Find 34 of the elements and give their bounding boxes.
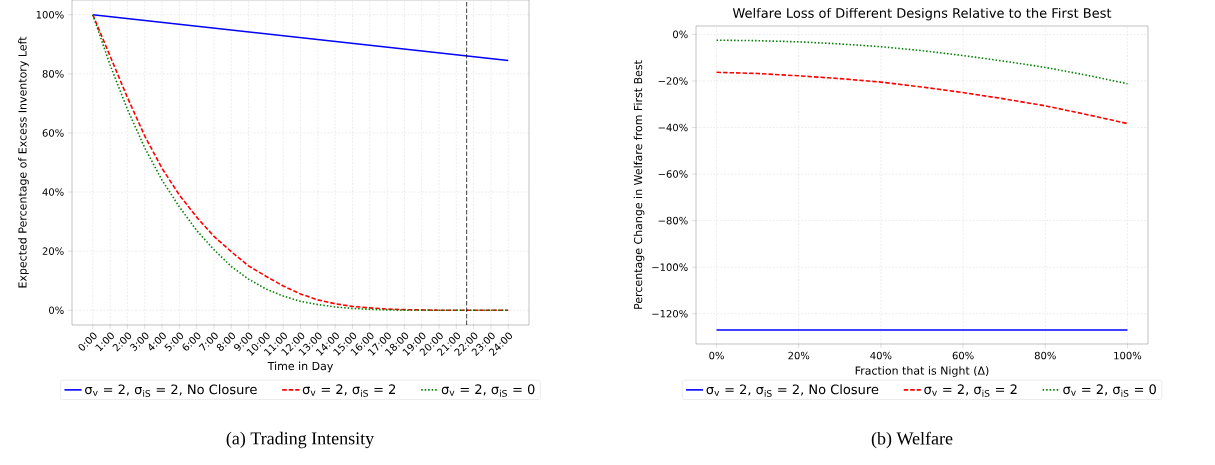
- y-tick-label: 0%: [49, 306, 64, 314]
- text: (a) Trading Intensity: [226, 431, 375, 449]
- x-tick-label: 40%: [870, 351, 892, 360]
- y-tick-label: −120%: [652, 309, 688, 318]
- y-tick-label: 60%: [42, 129, 64, 137]
- y-tick-label: 40%: [42, 188, 64, 196]
- x-tick-label: 20%: [788, 351, 810, 360]
- text: (b) Welfare: [871, 431, 953, 449]
- x-tick-label: 60%: [952, 351, 974, 360]
- legend-label: σ$_{v}$ = 2, σ$_{iS}$ = 2, No Closure: [85, 384, 257, 397]
- y-tick-label: 80%: [42, 70, 64, 78]
- y-tick-label: −40%: [658, 123, 688, 132]
- y-tick-label: −100%: [652, 263, 688, 271]
- x-tick-label: 80%: [1034, 351, 1056, 360]
- y-tick-label: −80%: [658, 216, 688, 225]
- x-tick-label: 100%: [1114, 351, 1142, 360]
- chart-title: Welfare Loss of Different Designs Relative to the First Best: [732, 7, 1112, 21]
- legend-label: σ$_{v}$ = 2, σ$_{iS}$ = 2, No Closure: [706, 384, 879, 397]
- y-tick-label: 20%: [42, 247, 64, 255]
- y-axis-title: Expected Percentage of Excess Inventory Left: [18, 36, 29, 288]
- y-axis-title: Percentage Change in Welfare from First Best: [633, 60, 645, 309]
- y-tick-label: −20%: [658, 77, 688, 85]
- x-axis-title: Time in Day: [267, 361, 334, 373]
- y-tick-label: 0%: [673, 30, 688, 39]
- line-series: [715, 39, 1129, 85]
- legend-label: σ$_{v}$ = 2, σ$_{iS}$ = 2: [302, 384, 396, 397]
- x-axis-title: Fraction that is Night (Δ): [855, 366, 989, 377]
- y-tick-label: −60%: [658, 170, 688, 178]
- y-tick-label: 100%: [36, 10, 64, 19]
- line-series: [715, 71, 1129, 125]
- x-tick-label: 0%: [709, 351, 724, 360]
- legend-label: σ$_{v}$ = 2, σ$_{iS}$ = 0: [441, 384, 535, 397]
- legend-label: σ$_{v}$ = 2, σ$_{iS}$ = 0: [1063, 384, 1156, 397]
- legend-label: σ$_{v}$ = 2, σ$_{iS}$ = 2: [924, 384, 1017, 397]
